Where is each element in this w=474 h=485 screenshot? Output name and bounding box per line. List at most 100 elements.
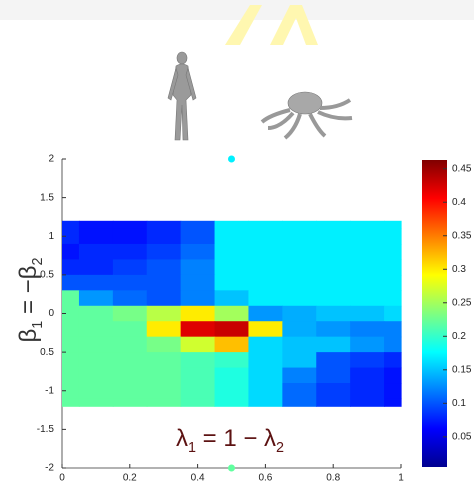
heat-cell <box>79 290 114 306</box>
colorbar-tick-label: 0.1 <box>452 398 466 409</box>
heat-cell <box>147 352 182 368</box>
y-tick-label: -1 <box>45 385 54 396</box>
y-axis-label-subscript: 1 <box>30 321 46 329</box>
heat-cell <box>62 244 80 260</box>
heat-cell <box>282 259 317 275</box>
heat-cell <box>215 321 250 337</box>
heat-cell <box>113 352 148 368</box>
heat-cell <box>215 352 250 368</box>
heat-cell <box>248 275 283 291</box>
heat-cell <box>147 337 182 353</box>
colorbar-tick-label: 0.3 <box>452 264 466 275</box>
heat-cell <box>215 229 250 245</box>
heat-cell <box>350 352 385 368</box>
heat-cell <box>79 368 114 384</box>
y-tick-label: 1.5 <box>40 192 54 203</box>
heat-cell <box>62 290 80 306</box>
heat-cell <box>350 321 385 337</box>
heat-cell <box>384 275 402 291</box>
heat-cell <box>384 368 402 384</box>
x-tick-label: 0.8 <box>326 473 340 484</box>
heat-cell <box>181 337 216 353</box>
heat-cell <box>181 244 216 260</box>
heat-cell <box>181 321 216 337</box>
x-tick-label: 0.6 <box>258 473 272 484</box>
heat-cell <box>147 368 182 384</box>
x-tick-label: 0 <box>59 473 65 484</box>
heat-cell <box>79 244 114 260</box>
heat-cell <box>181 368 216 384</box>
heat-cell <box>215 398 250 406</box>
heat-cell <box>350 337 385 353</box>
heat-cell <box>350 383 385 399</box>
heat-cell <box>248 368 283 384</box>
heat-cell <box>350 275 385 291</box>
colorbar-tick-label: 0.15 <box>452 364 472 375</box>
heat-cell <box>215 275 250 291</box>
marker-point <box>228 465 235 472</box>
heat-cell <box>350 229 385 245</box>
heat-cell <box>248 244 283 260</box>
heat-cell <box>79 259 114 275</box>
heat-cell <box>350 259 385 275</box>
y-tick-label: -1.5 <box>37 424 55 435</box>
heat-cell <box>147 383 182 399</box>
heat-cell <box>147 290 182 306</box>
heat-cell <box>384 290 402 306</box>
heat-cell <box>282 321 317 337</box>
heat-cell <box>384 221 402 229</box>
heat-cell <box>113 321 148 337</box>
heat-cell <box>282 337 317 353</box>
heat-cell <box>181 398 216 406</box>
heat-cell <box>282 229 317 245</box>
heat-cell <box>282 244 317 260</box>
heat-cell <box>316 221 351 229</box>
heat-cell <box>384 321 402 337</box>
heat-cell <box>384 352 402 368</box>
heat-cell <box>384 229 402 245</box>
heat-cell <box>79 383 114 399</box>
heat-cell <box>282 306 317 322</box>
y-tick-label: 2 <box>48 154 54 165</box>
heat-cell <box>181 290 216 306</box>
heat-cell <box>62 259 80 275</box>
heat-cell <box>282 221 317 229</box>
heat-cell <box>147 259 182 275</box>
heat-cell <box>215 306 250 322</box>
heat-cell <box>79 337 114 353</box>
heat-cell <box>384 259 402 275</box>
chart: 21.510.500.5-1-1.5-200.20.40.60.810.050.… <box>0 0 474 485</box>
heat-cell <box>215 337 250 353</box>
colorbar <box>422 160 447 467</box>
colorbar-tick-label: 0.2 <box>452 331 466 342</box>
heat-cell <box>316 259 351 275</box>
heat-cell <box>350 306 385 322</box>
heat-cell <box>282 398 317 406</box>
colorbar-tick-label: 0.45 <box>452 163 472 174</box>
heat-cell <box>316 229 351 245</box>
heat-cell <box>113 221 148 229</box>
heat-cell <box>147 306 182 322</box>
x-tick-label: 0.4 <box>191 473 205 484</box>
heat-cell <box>79 352 114 368</box>
heat-cell <box>248 306 283 322</box>
heat-cell <box>113 229 148 245</box>
y-axis-label: β1 = −β2 <box>15 257 45 342</box>
heat-cell <box>248 221 283 229</box>
heat-cell <box>147 221 182 229</box>
heat-cell <box>79 398 114 406</box>
heat-cell <box>248 259 283 275</box>
top-band <box>0 0 474 20</box>
heat-cell <box>79 275 114 291</box>
heat-cell <box>384 398 402 406</box>
heat-cell <box>350 244 385 260</box>
heat-cell <box>79 221 114 229</box>
heat-cell <box>248 321 283 337</box>
heat-cell <box>316 352 351 368</box>
y-axis-label-part: = −β <box>15 266 42 321</box>
colorbar-tick-label: 0.35 <box>452 230 472 241</box>
heat-cell <box>62 321 80 337</box>
heat-cell <box>384 306 402 322</box>
heat-cell <box>147 229 182 245</box>
colorbar-tick-label: 0.25 <box>452 297 472 308</box>
